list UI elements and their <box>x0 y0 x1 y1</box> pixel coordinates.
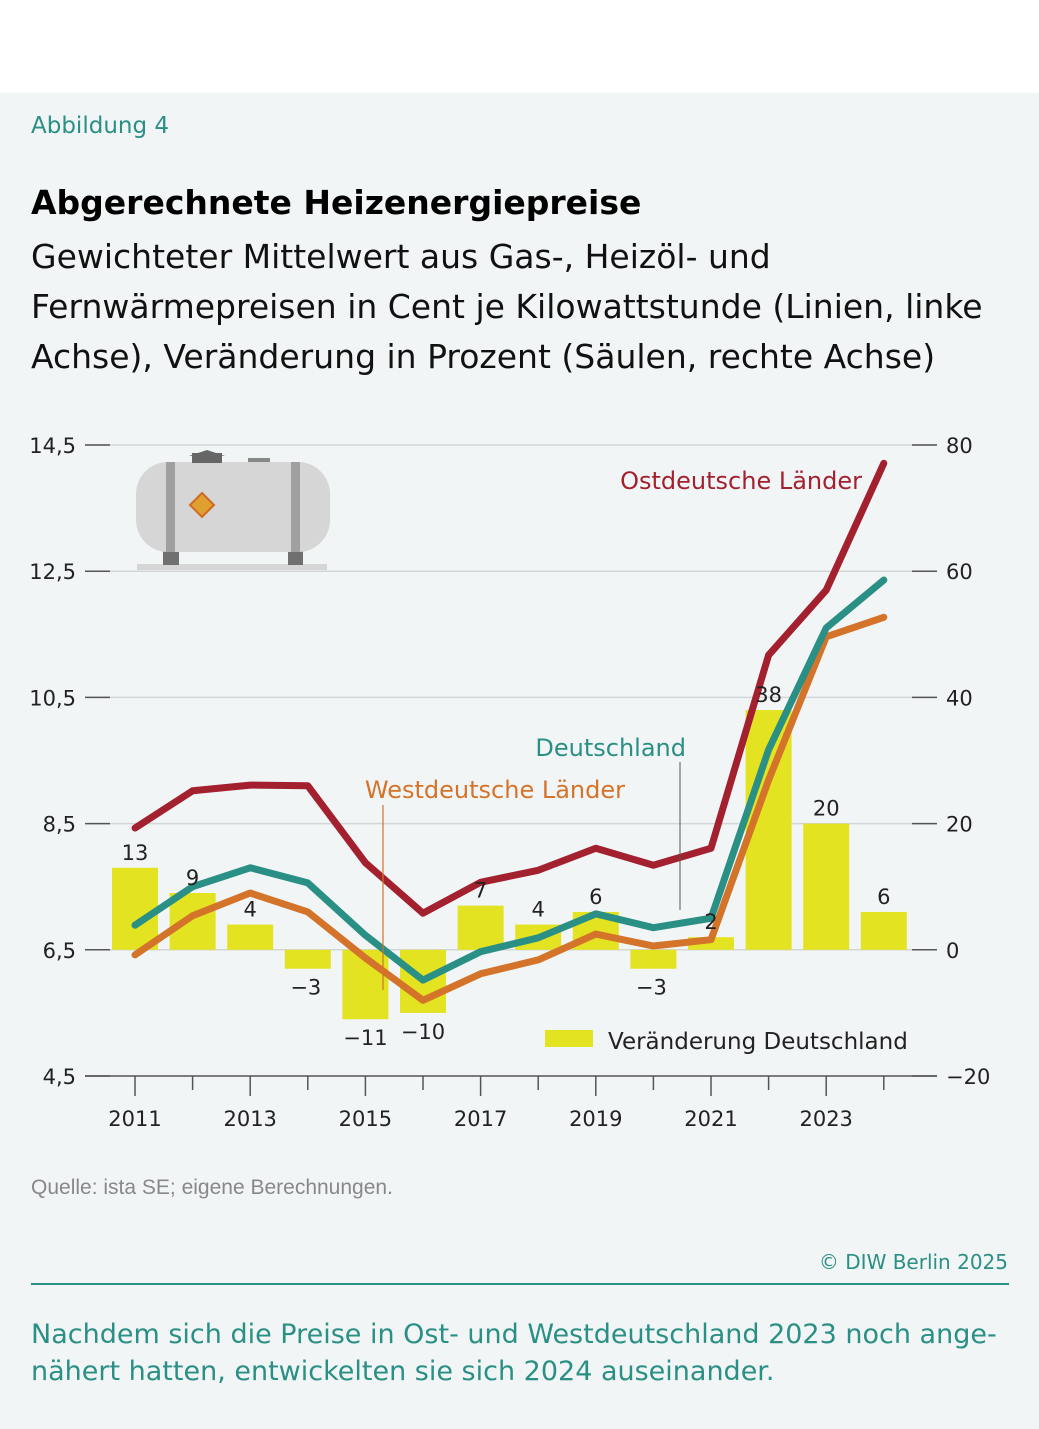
right-tick-label: 80 <box>946 434 973 458</box>
x-tick-label: 2013 <box>223 1107 276 1131</box>
line-westdeutsche-länder <box>131 613 888 1004</box>
bar <box>803 823 850 950</box>
bar-label: 6 <box>589 885 602 909</box>
legend-swatch <box>545 1030 593 1047</box>
bar <box>860 911 907 950</box>
bar <box>112 867 158 950</box>
figure-label: Abbildung 4 <box>31 113 170 139</box>
bar <box>284 949 331 969</box>
legend-label: Veränderung Deutschland <box>608 1029 908 1055</box>
figure-panel <box>0 93 1039 1429</box>
source-note: Quelle: ista SE; eigene Berechnungen. <box>31 1176 393 1199</box>
right-tick-label: 20 <box>946 813 973 837</box>
left-tick-label: 10,5 <box>29 686 76 710</box>
line-deutschland <box>131 576 888 984</box>
bar-label: 2 <box>704 910 717 934</box>
bar-label: 20 <box>813 797 840 821</box>
x-tick-label: 2019 <box>569 1107 622 1131</box>
bar-label: −3 <box>636 976 667 1000</box>
x-tick-label: 2017 <box>454 1107 507 1131</box>
bar-label: 38 <box>755 683 782 707</box>
chart-subtitle: Gewichteter Mittelwert aus Gas-, Heizöl-… <box>31 237 983 376</box>
heating-oil-tank-icon <box>136 450 330 570</box>
bar-label: 6 <box>877 885 890 909</box>
bar <box>457 905 504 950</box>
bar-label: 9 <box>186 866 199 890</box>
bar-label: −11 <box>343 1026 387 1050</box>
x-tick-label: 2021 <box>684 1107 737 1131</box>
bar <box>227 924 274 950</box>
right-tick-label: 0 <box>946 939 959 963</box>
caption: Nachdem sich die Preise in Ost- und West… <box>31 1319 997 1387</box>
bar-label: 4 <box>244 898 257 922</box>
series-label-deutschland: Deutschland <box>535 734 686 762</box>
left-tick-label: 14,5 <box>29 434 76 458</box>
bar-label: −10 <box>401 1020 445 1044</box>
chart-title: Abgerechnete Heizenergiepreise <box>31 183 642 222</box>
bar <box>630 949 677 969</box>
left-tick-label: 6,5 <box>43 939 76 963</box>
bar-label: 4 <box>532 898 545 922</box>
copyright: © DIW Berlin 2025 <box>818 1250 1008 1274</box>
right-tick-label: −20 <box>946 1065 990 1089</box>
bar <box>169 893 216 950</box>
line-ostdeutsche-länder <box>131 459 888 917</box>
left-tick-label: 12,5 <box>29 560 76 584</box>
divider <box>31 1283 1009 1285</box>
x-tick-label: 2015 <box>339 1107 392 1131</box>
left-tick-label: 8,5 <box>43 813 76 837</box>
x-tick-label: 2023 <box>799 1107 852 1131</box>
bar-label: −3 <box>290 976 321 1000</box>
bar-label: 13 <box>122 841 149 865</box>
bar-label: 7 <box>474 879 487 903</box>
left-tick-label: 4,5 <box>43 1065 76 1089</box>
right-tick-label: 60 <box>946 560 973 584</box>
series-label-ost: Ostdeutsche Länder <box>620 467 862 495</box>
x-tick-label: 2011 <box>108 1107 161 1131</box>
series-label-west: Westdeutsche Länder <box>365 776 625 804</box>
right-tick-label: 40 <box>946 686 973 710</box>
